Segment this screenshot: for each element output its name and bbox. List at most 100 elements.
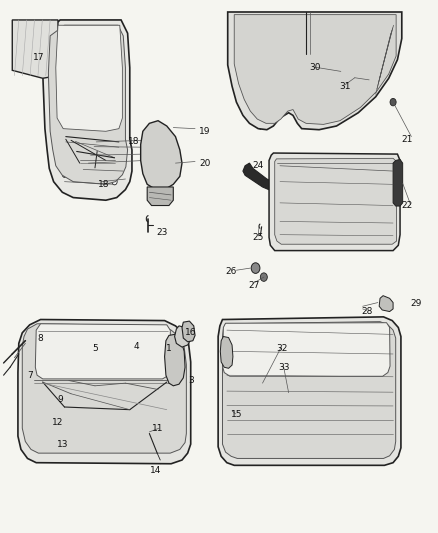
Circle shape [142,135,176,175]
Text: 13: 13 [57,440,68,449]
Circle shape [155,150,163,160]
Polygon shape [379,296,393,312]
Polygon shape [22,324,186,453]
Polygon shape [12,20,58,78]
Circle shape [257,383,268,396]
Text: 28: 28 [361,307,373,316]
Text: 30: 30 [309,63,321,72]
Circle shape [36,438,41,443]
Circle shape [42,406,47,412]
Text: 14: 14 [150,466,162,475]
Circle shape [281,389,297,408]
Circle shape [85,398,92,406]
Circle shape [378,221,383,227]
Circle shape [368,372,374,379]
Bar [277,155,394,160]
Text: 17: 17 [33,53,44,62]
Text: 16: 16 [185,328,197,337]
Polygon shape [393,159,403,206]
Text: 20: 20 [199,159,211,167]
Circle shape [113,155,117,160]
Circle shape [260,273,267,281]
Circle shape [390,99,396,106]
Bar [237,395,385,402]
Circle shape [377,422,383,429]
Text: 31: 31 [339,82,351,91]
Text: 26: 26 [225,268,237,276]
Circle shape [167,350,183,369]
Text: 27: 27 [248,280,259,289]
Circle shape [346,401,362,420]
Circle shape [147,429,152,434]
Text: 32: 32 [276,344,288,353]
Circle shape [171,355,178,364]
Text: 29: 29 [410,299,421,308]
Circle shape [313,398,325,414]
Text: 3: 3 [188,376,194,385]
Polygon shape [314,159,325,206]
Text: 8: 8 [38,334,43,343]
Text: 15: 15 [231,410,242,419]
Bar [300,187,352,229]
Polygon shape [220,336,233,368]
Text: 18: 18 [98,180,110,189]
Circle shape [92,165,98,171]
Circle shape [62,172,67,177]
Polygon shape [234,14,396,124]
Circle shape [338,68,343,75]
Polygon shape [182,321,195,342]
Polygon shape [228,12,402,130]
Text: 25: 25 [252,233,264,242]
Polygon shape [43,20,132,200]
Circle shape [251,263,260,273]
Polygon shape [48,25,127,184]
Circle shape [42,416,47,422]
Text: 18: 18 [128,138,140,147]
Text: 22: 22 [401,201,413,210]
Circle shape [62,390,69,398]
Circle shape [112,179,117,185]
Text: 4: 4 [134,342,139,351]
Polygon shape [56,25,122,131]
Circle shape [99,381,109,394]
Text: 21: 21 [401,135,413,144]
Bar [226,322,388,327]
Text: 33: 33 [279,363,290,372]
Circle shape [56,413,64,422]
Text: 12: 12 [52,418,64,427]
Circle shape [251,75,270,98]
Polygon shape [243,163,319,204]
Polygon shape [141,120,182,190]
Circle shape [350,407,357,415]
Text: 1: 1 [166,344,172,353]
Circle shape [353,75,357,80]
Polygon shape [147,187,173,206]
Text: 19: 19 [199,127,211,136]
Circle shape [255,80,266,93]
Polygon shape [165,334,185,386]
Text: 7: 7 [27,370,32,379]
Circle shape [44,438,48,443]
Circle shape [281,199,288,207]
Text: 24: 24 [253,161,264,170]
Bar [237,410,385,418]
Polygon shape [275,158,396,244]
Circle shape [253,378,272,401]
Text: 11: 11 [152,424,164,433]
Polygon shape [223,322,390,376]
Bar [41,402,51,425]
Text: 23: 23 [156,228,167,237]
Text: 9: 9 [57,394,63,403]
Circle shape [355,207,361,215]
Circle shape [158,458,162,464]
Polygon shape [223,321,396,458]
Polygon shape [175,326,191,347]
Circle shape [95,149,99,154]
Text: 5: 5 [92,344,98,353]
Circle shape [63,397,68,403]
Polygon shape [35,324,171,379]
Polygon shape [18,319,191,464]
Circle shape [117,168,121,174]
Bar [32,431,49,449]
Circle shape [74,148,79,155]
